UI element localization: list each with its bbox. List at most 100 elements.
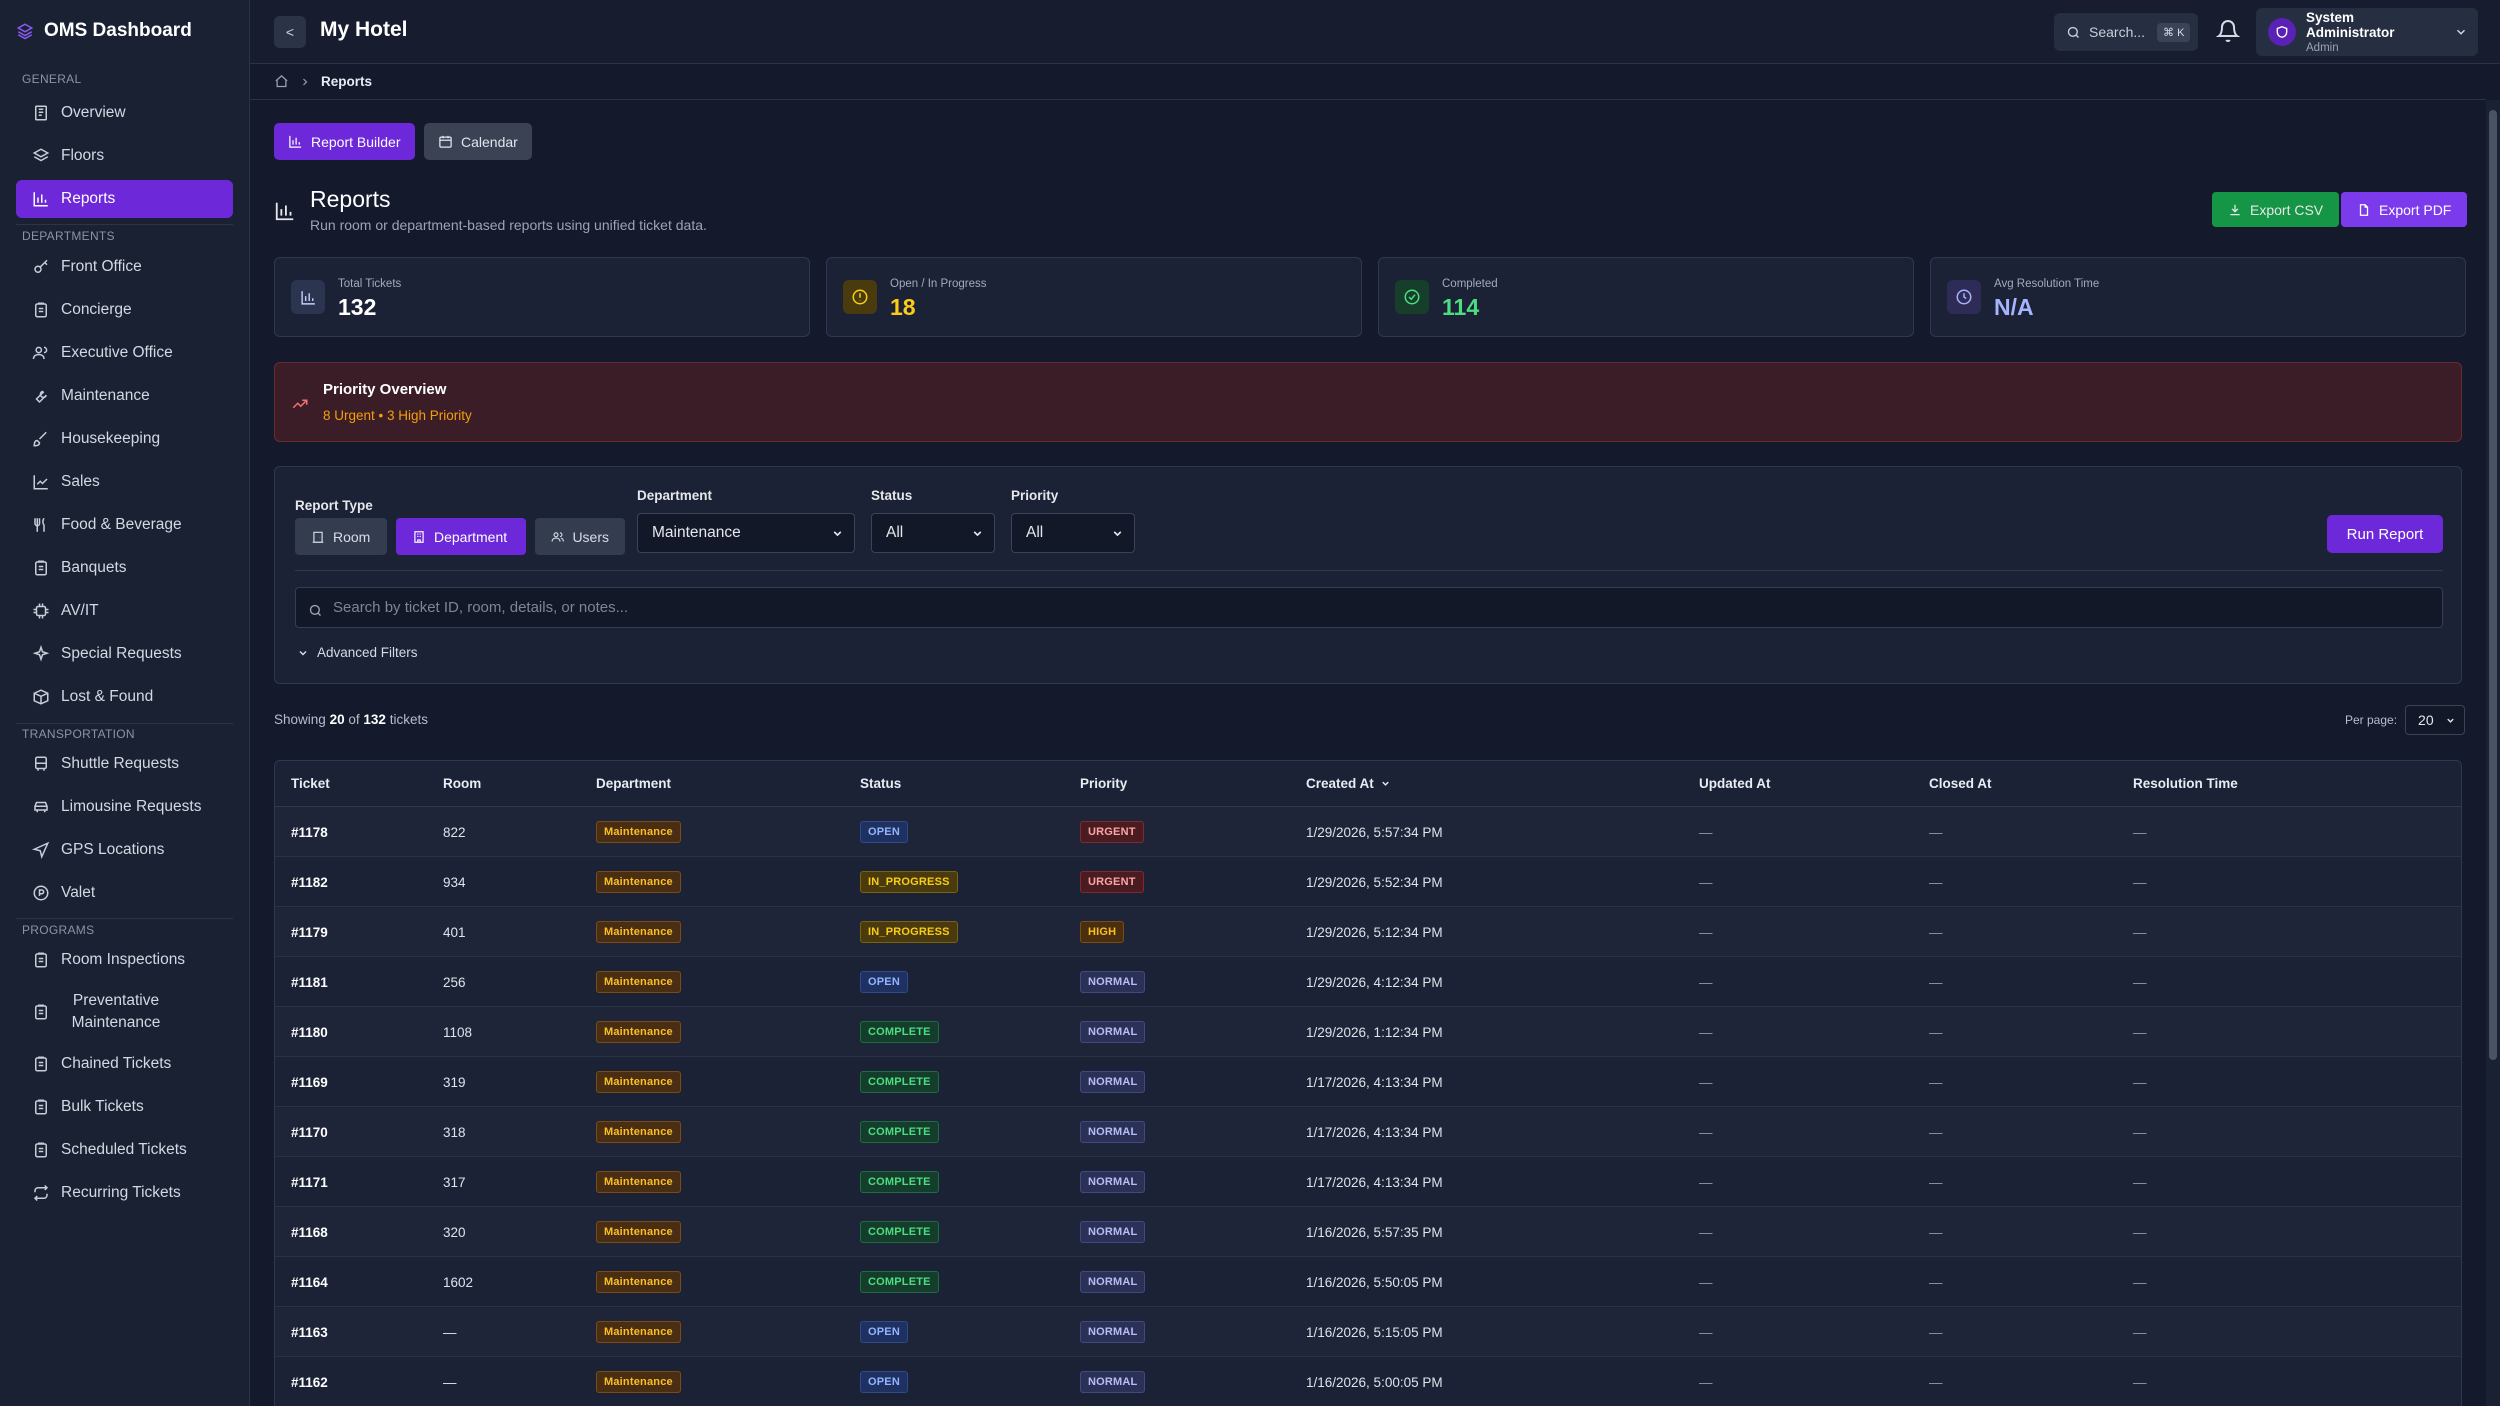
sidebar-item-overview[interactable]: Overview xyxy=(16,94,233,132)
shield-icon xyxy=(2276,26,2288,38)
sidebar-item-label: Limousine Requests xyxy=(61,798,202,815)
brand-title: OMS Dashboard xyxy=(44,20,192,41)
bus-icon xyxy=(35,756,47,771)
page-scrollbar[interactable] xyxy=(2486,100,2500,1406)
sidebar-item-banquets[interactable]: Banquets xyxy=(16,549,233,587)
department-select[interactable]: Maintenance xyxy=(637,513,855,553)
home-icon[interactable] xyxy=(274,74,289,89)
section-transportation: TRANSPORTATION xyxy=(22,727,135,741)
table-row[interactable]: #1180 1108 Maintenance COMPLETE NORMAL 1/29/2… xyxy=(275,1007,2461,1057)
column-header-created-at[interactable]: Created At xyxy=(1306,776,1391,791)
brand[interactable]: OMS Dashboard xyxy=(16,16,192,46)
cell-closed: — xyxy=(1929,1074,1943,1090)
sidebar-divider xyxy=(16,918,233,919)
scrollbar-thumb[interactable] xyxy=(2489,110,2497,1060)
table-row[interactable]: #1171 317 Maintenance COMPLETE NORMAL 1/17/20… xyxy=(275,1157,2461,1207)
table-row[interactable]: #1168 320 Maintenance COMPLETE NORMAL 1/16/20… xyxy=(275,1207,2461,1257)
tab-calendar[interactable]: Calendar xyxy=(424,123,532,160)
back-button[interactable]: < xyxy=(274,16,306,48)
cell-resolution: — xyxy=(2133,1174,2147,1190)
column-header-resolution-time[interactable]: Resolution Time xyxy=(2133,776,2238,791)
alert-circle-icon xyxy=(852,289,868,305)
cell-dept: Maintenance xyxy=(596,907,681,957)
sidebar-item-gps-locations[interactable]: GPS Locations xyxy=(16,831,233,869)
report-type-department-button[interactable]: Department xyxy=(396,518,526,555)
cell-room: 822 xyxy=(443,824,466,840)
cell-updated: — xyxy=(1699,974,1713,990)
sidebar-item-executive-office[interactable]: Executive Office xyxy=(16,334,233,372)
sidebar-item-sales[interactable]: Sales xyxy=(16,463,233,501)
priority-badge: NORMAL xyxy=(1080,1321,1146,1343)
sidebar-item-lost-found[interactable]: Lost & Found xyxy=(16,678,233,716)
sidebar-item-front-office[interactable]: Front Office xyxy=(16,248,233,286)
column-header-closed-at[interactable]: Closed At xyxy=(1929,776,1992,791)
cell-created: 1/29/2026, 4:12:34 PM xyxy=(1306,974,1443,990)
column-header-department[interactable]: Department xyxy=(596,776,671,791)
sidebar-item-chained-tickets[interactable]: Chained Tickets xyxy=(16,1045,233,1083)
table-row[interactable]: #1181 256 Maintenance OPEN NORMAL 1/29/2026, … xyxy=(275,957,2461,1007)
table-row[interactable]: #1163 — Maintenance OPEN NORMAL 1/16/2026, 5:… xyxy=(275,1307,2461,1357)
export-pdf-button[interactable]: Export PDF xyxy=(2341,192,2468,227)
table-row[interactable]: #1164 1602 Maintenance COMPLETE NORMAL 1/16/2… xyxy=(275,1257,2461,1307)
key-icon xyxy=(34,259,48,273)
sidebar-item-maintenance[interactable]: Maintenance xyxy=(16,377,233,415)
table-row[interactable]: #1178 822 Maintenance OPEN URGENT 1/29/2026, … xyxy=(275,807,2461,857)
per-page-select[interactable]: 20 xyxy=(2405,705,2466,735)
sidebar-item-label: Banquets xyxy=(61,559,127,576)
report-type-room-label: Room xyxy=(333,528,371,545)
sidebar-item-housekeeping[interactable]: Housekeeping xyxy=(16,420,233,458)
sidebar-item-special-requests[interactable]: Special Requests xyxy=(16,635,233,673)
user-menu[interactable]: System Administrator Admin xyxy=(2256,8,2478,56)
sidebar-item-reports[interactable]: Reports xyxy=(16,180,233,218)
cell-ticket: #1171 xyxy=(291,1174,328,1190)
tab-report-builder[interactable]: Report Builder xyxy=(274,123,415,160)
sidebar-item-shuttle-requests[interactable]: Shuttle Requests xyxy=(16,745,233,783)
cell-created: 1/16/2026, 5:00:05 PM xyxy=(1306,1374,1443,1390)
table-row[interactable]: #1162 — Maintenance OPEN NORMAL 1/16/2026, 5:… xyxy=(275,1357,2461,1406)
sidebar-item-recurring-tickets[interactable]: Recurring Tickets xyxy=(16,1174,233,1212)
run-report-button[interactable]: Run Report xyxy=(2327,515,2443,553)
ticket-search-placeholder: Search by ticket ID, room, details, or n… xyxy=(333,599,629,616)
department-badge: Maintenance xyxy=(596,971,681,993)
priority-badge: NORMAL xyxy=(1080,971,1146,993)
sidebar-item-av-it[interactable]: AV/IT xyxy=(16,592,233,630)
sidebar-item-valet[interactable]: Valet xyxy=(16,874,233,912)
column-header-room[interactable]: Room xyxy=(443,776,481,791)
priority-select[interactable]: All xyxy=(1011,513,1135,553)
clipboard-icon xyxy=(35,302,47,318)
sidebar-item-preventative-maintenance[interactable]: Preventative Maintenance xyxy=(16,984,233,1040)
cell-dept: Maintenance xyxy=(596,1207,681,1257)
ticket-search-input[interactable]: Search by ticket ID, room, details, or n… xyxy=(295,587,2443,628)
sidebar-item-floors[interactable]: Floors xyxy=(16,137,233,175)
sidebar-item-room-inspections[interactable]: Room Inspections xyxy=(16,941,233,979)
sidebar-item-label: Shuttle Requests xyxy=(61,755,180,772)
cell-priority: NORMAL xyxy=(1080,1257,1146,1307)
cell-priority: NORMAL xyxy=(1080,1307,1146,1357)
global-search-button[interactable]: Search... ⌘ K xyxy=(2054,13,2198,51)
table-row[interactable]: #1169 319 Maintenance COMPLETE NORMAL 1/17/20… xyxy=(275,1057,2461,1107)
sidebar-item-food-beverage[interactable]: Food & Beverage xyxy=(16,506,233,544)
cell-ticket: #1180 xyxy=(291,1024,328,1040)
bell-icon[interactable] xyxy=(2216,19,2240,43)
sidebar-item-concierge[interactable]: Concierge xyxy=(16,291,233,329)
sidebar-item-bulk-tickets[interactable]: Bulk Tickets xyxy=(16,1088,233,1126)
report-type-users-button[interactable]: Users xyxy=(535,518,625,555)
column-header-ticket[interactable]: Ticket xyxy=(291,776,330,791)
table-row[interactable]: #1182 934 Maintenance IN_PROGRESS URGENT 1/29… xyxy=(275,857,2461,907)
column-header-updated-at[interactable]: Updated At xyxy=(1699,776,1771,791)
table-row[interactable]: #1179 401 Maintenance IN_PROGRESS HIGH 1/29/2… xyxy=(275,907,2461,957)
sidebar-item-scheduled-tickets[interactable]: Scheduled Tickets xyxy=(16,1131,233,1169)
export-csv-button[interactable]: Export CSV xyxy=(2212,192,2340,227)
advanced-filters-toggle[interactable]: Advanced Filters xyxy=(297,645,418,660)
report-type-room-button[interactable]: Room xyxy=(295,518,387,555)
layers-icon xyxy=(32,148,50,162)
status-select[interactable]: All xyxy=(871,513,995,553)
column-header-priority[interactable]: Priority xyxy=(1080,776,1127,791)
sidebar-divider xyxy=(16,224,233,225)
cell-dept: Maintenance xyxy=(596,1257,681,1307)
column-header-status[interactable]: Status xyxy=(860,776,901,791)
sidebar-item-limousine-requests[interactable]: Limousine Requests xyxy=(16,788,233,826)
table-row[interactable]: #1170 318 Maintenance COMPLETE NORMAL 1/17/20… xyxy=(275,1107,2461,1157)
sidebar-item-label: GPS Locations xyxy=(61,841,165,858)
reports-header: Reports Run room or department-based rep… xyxy=(274,186,707,233)
